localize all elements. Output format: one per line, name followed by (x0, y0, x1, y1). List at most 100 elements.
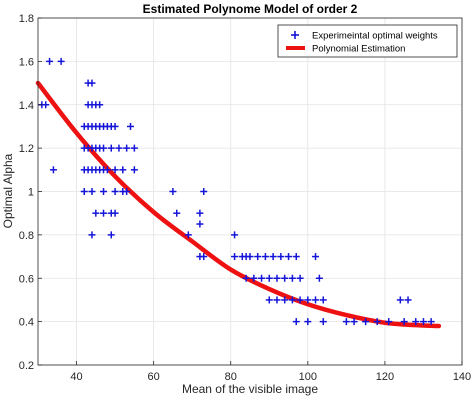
data-point (385, 318, 393, 326)
data-point (173, 209, 181, 217)
data-point (396, 296, 404, 304)
data-point (107, 144, 115, 152)
data-point (265, 274, 273, 282)
y-tick-label: 0.2 (19, 360, 34, 372)
x-tick-label: 100 (299, 371, 317, 383)
data-point (92, 209, 100, 217)
data-point (200, 253, 208, 261)
data-point (238, 253, 246, 261)
data-point (115, 144, 123, 152)
x-tick-label: 60 (148, 371, 160, 383)
data-point (130, 166, 138, 174)
data-point (111, 166, 119, 174)
data-point (196, 220, 204, 228)
y-tick-label: 0.4 (19, 317, 34, 329)
data-point (88, 188, 96, 195)
data-point (362, 318, 370, 326)
data-point (184, 231, 192, 239)
data-point (315, 274, 323, 282)
x-tick-label: 140 (453, 371, 471, 383)
y-tick-label: 1.6 (19, 56, 34, 68)
data-point (119, 166, 127, 174)
data-point (123, 144, 131, 152)
data-point (342, 318, 350, 326)
data-point (296, 296, 304, 304)
data-point (123, 188, 131, 195)
y-tick-label: 0.8 (19, 230, 34, 242)
data-point (281, 296, 289, 304)
data-point (200, 188, 208, 195)
legend-label-curve: Polynomial Estimation (312, 44, 405, 55)
data-point (269, 253, 277, 261)
data-point (242, 274, 250, 282)
data-point (373, 318, 381, 326)
data-point (127, 122, 135, 130)
data-point (46, 57, 54, 65)
data-point (319, 318, 327, 326)
data-point (231, 231, 239, 239)
points-layer (38, 57, 435, 326)
y-tick-label: 0.6 (19, 273, 34, 285)
data-point (169, 188, 177, 195)
data-point (57, 57, 65, 65)
data-point (111, 122, 119, 130)
x-tick-label: 40 (70, 371, 82, 383)
legend-label-points: Experimeintal optimal weights (312, 31, 438, 42)
chart-title: Estimated Polynome Model of order 2 (143, 2, 358, 16)
data-point (80, 188, 88, 195)
data-point (304, 296, 312, 304)
x-tick-label: 120 (376, 371, 394, 383)
data-point (261, 253, 269, 261)
data-point (281, 274, 289, 282)
legend: Experimeintal optimal weights Polynomial… (277, 24, 458, 58)
data-point (96, 101, 104, 109)
y-tick-label: 1.8 (19, 13, 34, 25)
data-point (246, 253, 254, 261)
data-point (404, 296, 412, 304)
data-point (304, 318, 312, 326)
legend-box (277, 24, 458, 58)
x-tick-label: 80 (225, 371, 237, 383)
data-point (312, 253, 320, 261)
data-point (258, 274, 266, 282)
data-point (292, 318, 300, 326)
data-point (100, 209, 108, 217)
data-point (419, 318, 427, 326)
data-point (312, 296, 320, 304)
data-point (296, 274, 304, 282)
data-point (42, 101, 50, 109)
data-point (319, 296, 327, 304)
data-point (273, 296, 281, 304)
data-point (285, 253, 293, 261)
data-point (265, 296, 273, 304)
data-point (231, 253, 239, 261)
y-axis-label: Optimal Alpha (1, 153, 15, 228)
tick-labels: 40 60 80 100 120 140 0.2 0.4 0.6 0.8 1 1.2 1.4 1.6 1.8 (19, 13, 471, 383)
data-point (103, 166, 111, 174)
data-point (196, 209, 204, 217)
data-point (107, 231, 115, 239)
y-tick-label: 1 (28, 187, 34, 199)
x-axis-label: Mean of the visible image (182, 382, 318, 396)
data-point (427, 318, 435, 326)
y-tick-label: 1.4 (19, 100, 34, 112)
data-point (111, 188, 119, 195)
data-point (250, 274, 258, 282)
legend-marker-points (291, 31, 299, 39)
data-point (400, 318, 408, 326)
data-point (254, 253, 262, 261)
data-point (350, 318, 358, 326)
data-point (111, 209, 119, 217)
data-point (100, 144, 108, 152)
data-point (130, 144, 138, 152)
data-point (88, 79, 96, 87)
data-point (288, 296, 296, 304)
data-point (292, 253, 300, 261)
y-tick-label: 1.2 (19, 143, 34, 155)
data-point (88, 231, 96, 239)
data-point (412, 318, 420, 326)
data-point (277, 253, 285, 261)
data-point (288, 274, 296, 282)
